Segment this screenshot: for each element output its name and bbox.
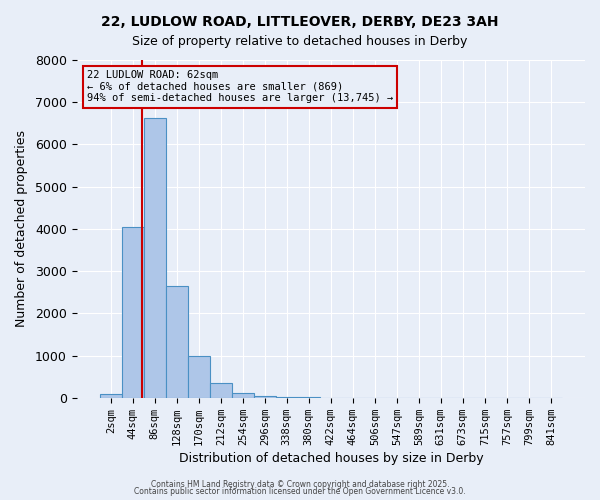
Text: 22, LUDLOW ROAD, LITTLEOVER, DERBY, DE23 3AH: 22, LUDLOW ROAD, LITTLEOVER, DERBY, DE23… [101, 15, 499, 29]
Text: Contains public sector information licensed under the Open Government Licence v3: Contains public sector information licen… [134, 487, 466, 496]
Bar [122, 227, 144, 398]
Bar [144, 118, 166, 398]
X-axis label: Distribution of detached houses by size in Derby: Distribution of detached houses by size … [179, 452, 483, 465]
Bar [188, 356, 210, 398]
Bar [210, 384, 232, 398]
Text: Size of property relative to detached houses in Derby: Size of property relative to detached ho… [133, 35, 467, 48]
Bar [254, 396, 276, 398]
Bar [276, 397, 298, 398]
Bar [166, 286, 188, 398]
Bar [100, 394, 122, 398]
Text: 22 LUDLOW ROAD: 62sqm
← 6% of detached houses are smaller (869)
94% of semi-deta: 22 LUDLOW ROAD: 62sqm ← 6% of detached h… [87, 70, 393, 103]
Text: Contains HM Land Registry data © Crown copyright and database right 2025.: Contains HM Land Registry data © Crown c… [151, 480, 449, 489]
Y-axis label: Number of detached properties: Number of detached properties [15, 130, 28, 328]
Bar [232, 393, 254, 398]
